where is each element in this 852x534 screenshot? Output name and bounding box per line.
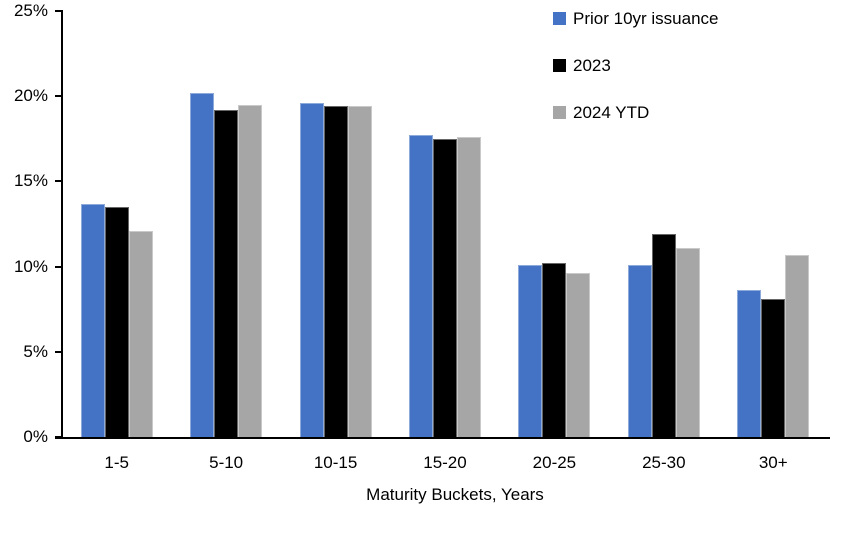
x-axis-line xyxy=(55,437,830,439)
bar xyxy=(408,135,433,437)
legend-item: Prior 10yr issuance xyxy=(553,8,719,29)
bar xyxy=(542,263,567,437)
x-tick-label: 10-15 xyxy=(313,453,358,472)
x-tick-label: 20-25 xyxy=(532,453,577,472)
legend-item: 2023 xyxy=(553,55,719,76)
bar xyxy=(737,290,762,437)
bar xyxy=(761,298,786,437)
y-tick-label: 10% xyxy=(13,256,48,276)
bar-group-10-15 xyxy=(281,11,390,437)
bar xyxy=(104,206,129,437)
bar-group-30+ xyxy=(719,11,828,437)
x-axis-tick-labels: 1-5 5-10 10-15 15-20 20-25 25-30 30+ xyxy=(62,453,828,473)
y-tick-label: 5% xyxy=(23,341,48,361)
y-axis-tick xyxy=(55,180,62,183)
x-tick-label: 1-5 xyxy=(104,453,129,472)
legend-swatch-icon xyxy=(553,12,566,25)
legend-item: 2024 YTD xyxy=(553,102,719,123)
bar xyxy=(299,103,324,437)
legend-label: 2023 xyxy=(573,56,611,75)
bar xyxy=(785,254,810,437)
bar-group-1-5 xyxy=(62,11,171,437)
bar xyxy=(627,264,652,437)
bar xyxy=(566,273,591,437)
legend-label: Prior 10yr issuance xyxy=(573,9,719,28)
y-tick-label: 0% xyxy=(23,427,48,446)
bar xyxy=(347,106,372,437)
x-axis-title: Maturity Buckets, Years xyxy=(366,485,544,504)
bar-group-5-10 xyxy=(171,11,280,437)
y-axis-tick xyxy=(55,436,62,438)
plot-area xyxy=(62,11,828,437)
bar xyxy=(128,230,153,437)
legend-swatch-icon xyxy=(553,59,566,72)
y-tick-label: 15% xyxy=(13,171,48,191)
legend-swatch-icon xyxy=(553,106,566,119)
y-tick-label: 20% xyxy=(13,86,48,106)
legend-label: 2024 YTD xyxy=(573,103,650,122)
y-tick-label: 25% xyxy=(13,1,48,20)
y-axis-tick xyxy=(55,350,62,353)
bar xyxy=(518,264,543,437)
bar xyxy=(456,137,481,437)
x-tick-label: 15-20 xyxy=(423,453,467,472)
bar xyxy=(675,247,700,437)
bar xyxy=(432,138,457,437)
x-tick-label: 5-10 xyxy=(209,453,244,472)
bar-group-15-20 xyxy=(390,11,499,437)
y-axis-tick xyxy=(55,265,62,268)
bar xyxy=(190,92,215,437)
bar xyxy=(80,203,105,437)
x-tick-label: 25-30 xyxy=(642,453,686,472)
y-axis-tick xyxy=(55,10,62,12)
legend: Prior 10yr issuance 2023 2024 YTD xyxy=(553,8,719,123)
bar xyxy=(214,109,239,437)
y-axis-line xyxy=(61,10,63,438)
bar xyxy=(323,106,348,437)
bar-group-25-30 xyxy=(609,11,718,437)
x-tick-label: 30+ xyxy=(758,453,788,472)
y-axis-tick xyxy=(55,95,62,98)
bar-group-20-25 xyxy=(500,11,609,437)
bar xyxy=(238,104,263,437)
bar xyxy=(651,234,676,437)
